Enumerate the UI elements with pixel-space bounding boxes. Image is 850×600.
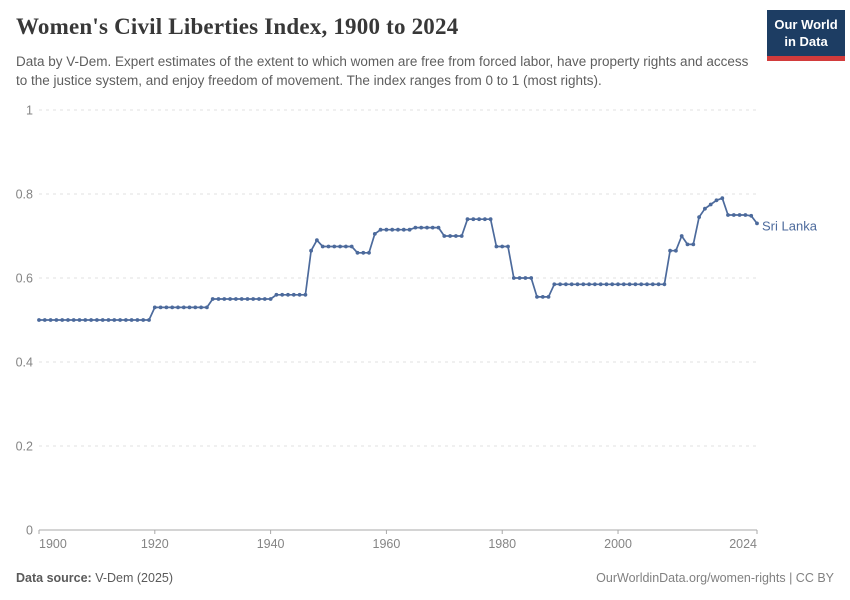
data-source-value: V-Dem (2025) [91,571,174,585]
svg-text:1: 1 [26,104,33,118]
svg-text:0.2: 0.2 [16,440,33,454]
svg-text:0.8: 0.8 [16,188,33,202]
y-axis-labels: 0 0.2 0.4 0.6 0.8 1 [16,104,33,538]
svg-text:1980: 1980 [488,537,516,551]
svg-text:1900: 1900 [39,537,67,551]
page-title: Women's Civil Liberties Index, 1900 to 2… [16,14,459,39]
data-source-label: Data source: [16,571,92,585]
svg-text:2000: 2000 [604,537,632,551]
chart-subtitle: Data by V-Dem. Expert estimates of the e… [16,54,749,89]
svg-text:1960: 1960 [373,537,401,551]
line-chart: 0 0.2 0.4 0.6 0.8 1 1900 1920 1940 1960 1980 2000 2… [16,104,818,552]
svg-text:0: 0 [26,524,33,538]
svg-text:0.6: 0.6 [16,272,33,286]
svg-text:2024: 2024 [729,537,757,551]
svg-text:1920: 1920 [141,537,169,551]
entity-label: Sri Lanka [762,218,818,233]
credit-link[interactable]: OurWorldinData.org/women-rights | CC BY [596,571,834,585]
owid-logo[interactable]: Our World in Data [767,10,845,61]
series-sri-lanka[interactable] [37,196,759,322]
owid-logo-line1: Our World [774,17,838,32]
data-source: Data source: V-Dem (2025) [16,571,173,585]
x-axis: 1900 1920 1940 1960 1980 2000 2024 [38,529,758,551]
chart-footer: Data source: V-Dem (2025) OurWorldinData… [16,566,834,590]
gridlines [39,109,757,447]
svg-text:1940: 1940 [257,537,285,551]
svg-text:0.4: 0.4 [16,356,33,370]
owid-logo-line2: in Data [784,33,828,49]
